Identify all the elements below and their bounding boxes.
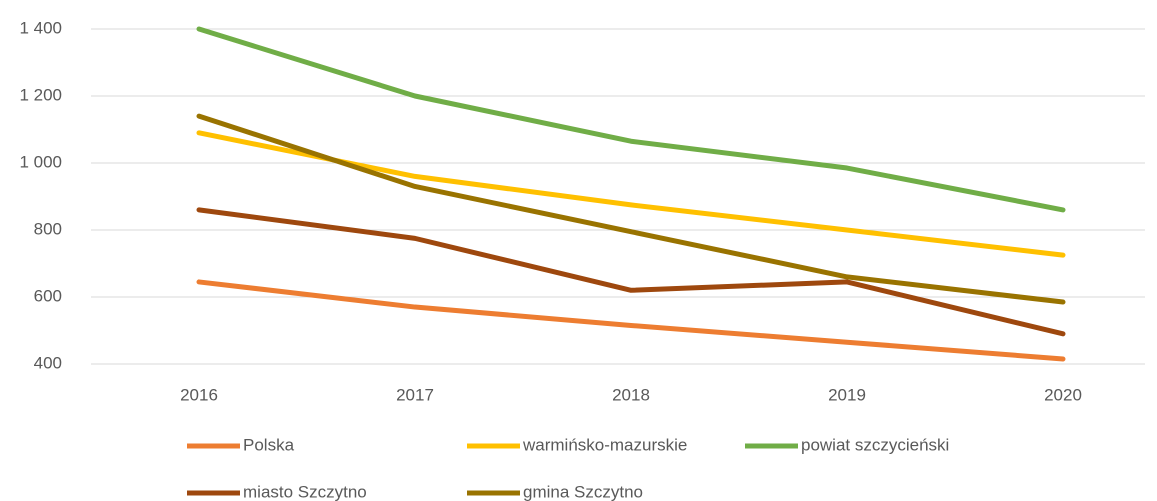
series-line — [196, 279, 1066, 362]
y-tick-label: 800 — [34, 219, 62, 238]
legend-label: gmina Szczytno — [523, 482, 643, 501]
series-line — [196, 113, 1066, 305]
y-tick-label: 1 000 — [19, 152, 62, 171]
series-line — [196, 130, 1066, 258]
y-tick-label: 400 — [34, 353, 62, 372]
x-tick-label: 2020 — [1044, 385, 1082, 404]
legend-label: warmińsko-mazurskie — [522, 435, 687, 454]
y-tick-label: 1 200 — [19, 85, 62, 104]
legend-label: powiat szczycieński — [801, 435, 949, 454]
y-tick-label: 600 — [34, 286, 62, 305]
series-line — [196, 207, 1066, 337]
x-tick-label: 2018 — [612, 385, 650, 404]
y-tick-label: 1 400 — [19, 18, 62, 37]
x-tick-label: 2019 — [828, 385, 866, 404]
series-line — [196, 26, 1066, 213]
legend-label: miasto Szczytno — [243, 482, 367, 501]
x-tick-label: 2017 — [396, 385, 434, 404]
legend-label: Polska — [243, 435, 295, 454]
x-tick-label: 2016 — [180, 385, 218, 404]
